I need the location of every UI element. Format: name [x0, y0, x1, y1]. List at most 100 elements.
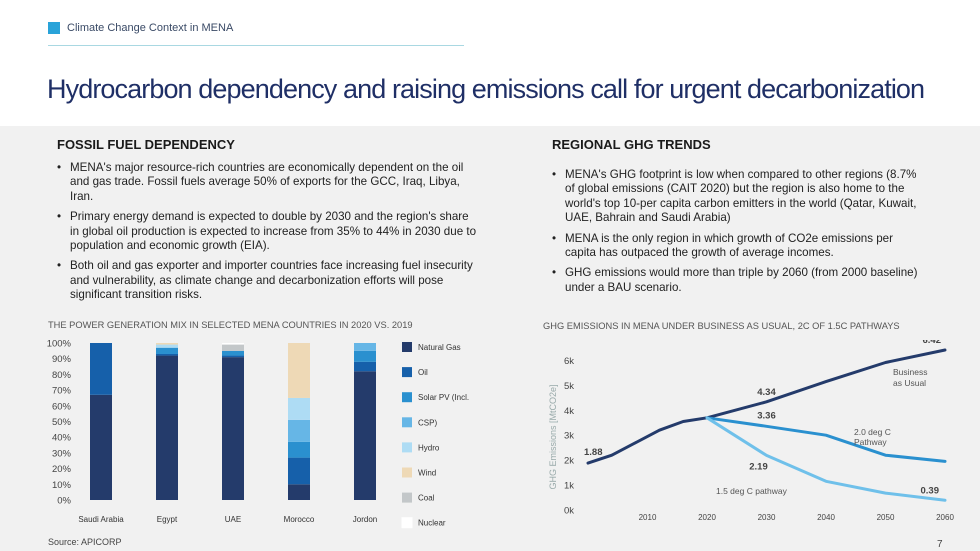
legend-swatch — [402, 367, 412, 378]
y-tick-label: 70% — [52, 386, 72, 397]
bar-segment — [156, 347, 178, 354]
right-bullet-list: MENA's GHG footprint is low when compare… — [552, 168, 924, 301]
data-label: 2.19 — [749, 461, 768, 472]
source-note: Source: APICORP — [48, 537, 122, 547]
bar-segment — [90, 343, 112, 395]
legend-label: Coal — [418, 494, 435, 503]
y-tick-label: 3k — [564, 431, 574, 442]
y-tick-label: 0k — [564, 506, 574, 517]
power-mix-bar-chart: 0% 10% 20% 30% 40% 50% 60% 70% 80% 90% 100% Saudi A… — [47, 339, 469, 529]
y-tick-label: 30% — [52, 448, 72, 459]
y-tick-label: 1k — [564, 481, 574, 492]
legend-label: Oil — [418, 368, 428, 377]
series-annotation: Business — [893, 367, 928, 377]
x-tick-label: 2030 — [758, 513, 776, 522]
bar-segment — [288, 441, 310, 458]
legend-swatch — [402, 342, 412, 352]
bar-segment — [354, 343, 376, 351]
bar-segment — [222, 350, 244, 356]
bar-segment — [222, 355, 244, 358]
left-chart-title: THE POWER GENERATION MIX IN SELECTED MEN… — [48, 320, 413, 330]
section-divider — [48, 45, 464, 46]
series-annotation: 1.5 deg C pathway — [716, 486, 788, 496]
data-label: 4.34 — [757, 387, 776, 398]
ghg-line-chart: 0k 1k 2k 3k 4k 5k 6k 2010 2020 2030 2040 2050 2060 GH… — [548, 340, 954, 522]
y-tick-label: 0% — [57, 496, 71, 507]
left-heading: FOSSIL FUEL DEPENDENCY — [57, 137, 235, 152]
series-annotation: as Usual — [893, 378, 926, 388]
series-line — [586, 416, 709, 465]
legend-swatch — [401, 517, 413, 529]
x-category-label: Jordon — [353, 515, 377, 524]
bar-segment — [354, 361, 376, 372]
left-bullet: MENA's major resource-rich countries are… — [57, 161, 477, 204]
bar-segment — [354, 371, 376, 500]
y-tick-label: 80% — [52, 370, 72, 381]
x-category-label: UAE — [225, 515, 241, 524]
legend-swatch — [402, 492, 412, 503]
bar-segment — [288, 484, 310, 500]
y-tick-label: 20% — [52, 464, 72, 475]
right-chart-title: GHG EMISSIONS IN MENA UNDER BUSINESS AS … — [543, 321, 900, 331]
bar-segment — [156, 353, 178, 356]
y-tick-label: 6k — [564, 356, 574, 367]
x-tick-label: 2060 — [936, 513, 954, 522]
right-bullet: MENA's GHG footprint is low when compare… — [552, 168, 924, 226]
section-tag: Climate Change Context in MENA — [48, 22, 233, 34]
right-bullet: GHG emissions would more than triple by … — [552, 266, 924, 295]
y-tick-label: 2k — [564, 456, 574, 467]
bar-segment — [156, 344, 178, 348]
bar-segment — [288, 457, 310, 485]
x-tick-label: 2010 — [639, 513, 657, 522]
y-tick-label: 60% — [52, 401, 72, 412]
data-label: 3.36 — [757, 410, 776, 421]
y-tick-label: 50% — [52, 417, 72, 428]
bar-segment — [156, 355, 178, 500]
legend-label: CSP) — [418, 418, 437, 427]
bar-segment — [354, 350, 376, 362]
y-tick-label: 10% — [52, 480, 72, 491]
bar-segment — [222, 344, 244, 351]
data-label: 0.39 — [921, 485, 940, 496]
page-number: 7 — [937, 539, 943, 550]
data-label: 1.88 — [584, 447, 603, 458]
x-category-label: Saudi Arabia — [78, 515, 124, 524]
bar-segment — [288, 419, 310, 442]
right-bullet: MENA is the only region in which growth … — [552, 232, 924, 261]
legend-label: Hydro — [418, 443, 440, 452]
legend-label: Nuclear — [418, 519, 446, 528]
series-annotation: 2.0 deg C — [854, 427, 891, 437]
legend-label: Wind — [418, 469, 436, 478]
bar-segment — [288, 397, 310, 420]
legend-swatch — [402, 442, 412, 453]
legend-swatch — [402, 467, 412, 478]
y-tick-label: 90% — [52, 354, 72, 365]
left-bullet: Both oil and gas exporter and importer c… — [57, 259, 477, 302]
y-tick-label: 4k — [564, 406, 574, 417]
y-tick-label: 40% — [52, 433, 72, 444]
x-tick-label: 2040 — [817, 513, 835, 522]
right-heading: REGIONAL GHG TRENDS — [552, 137, 711, 152]
x-tick-label: 2050 — [877, 513, 895, 522]
y-axis-title: GHG Emissions [MtCO2e] — [548, 384, 558, 489]
x-category-label: Egypt — [157, 515, 178, 524]
bar-segment — [288, 343, 310, 398]
page-title: Hydrocarbon dependency and raising emiss… — [47, 74, 925, 104]
bar-segment — [222, 343, 244, 345]
left-bullet-list: MENA's major resource-rich countries are… — [57, 161, 477, 309]
section-label: Climate Change Context in MENA — [67, 22, 234, 34]
legend-swatch — [402, 392, 412, 403]
bar-segment — [222, 357, 244, 500]
x-category-label: Morocco — [284, 515, 315, 524]
y-tick-label: 5k — [564, 381, 574, 392]
series-line — [705, 348, 947, 420]
section-square-icon — [48, 22, 60, 34]
legend-swatch — [402, 417, 412, 428]
data-label: 6.42 — [923, 340, 942, 346]
bar-segment — [156, 343, 178, 345]
series-annotation: Pathway — [854, 437, 887, 447]
series-line — [705, 416, 947, 502]
legend-label: Solar PV (Incl. — [418, 393, 469, 402]
series-line — [705, 416, 947, 463]
x-tick-label: 2020 — [698, 513, 716, 522]
